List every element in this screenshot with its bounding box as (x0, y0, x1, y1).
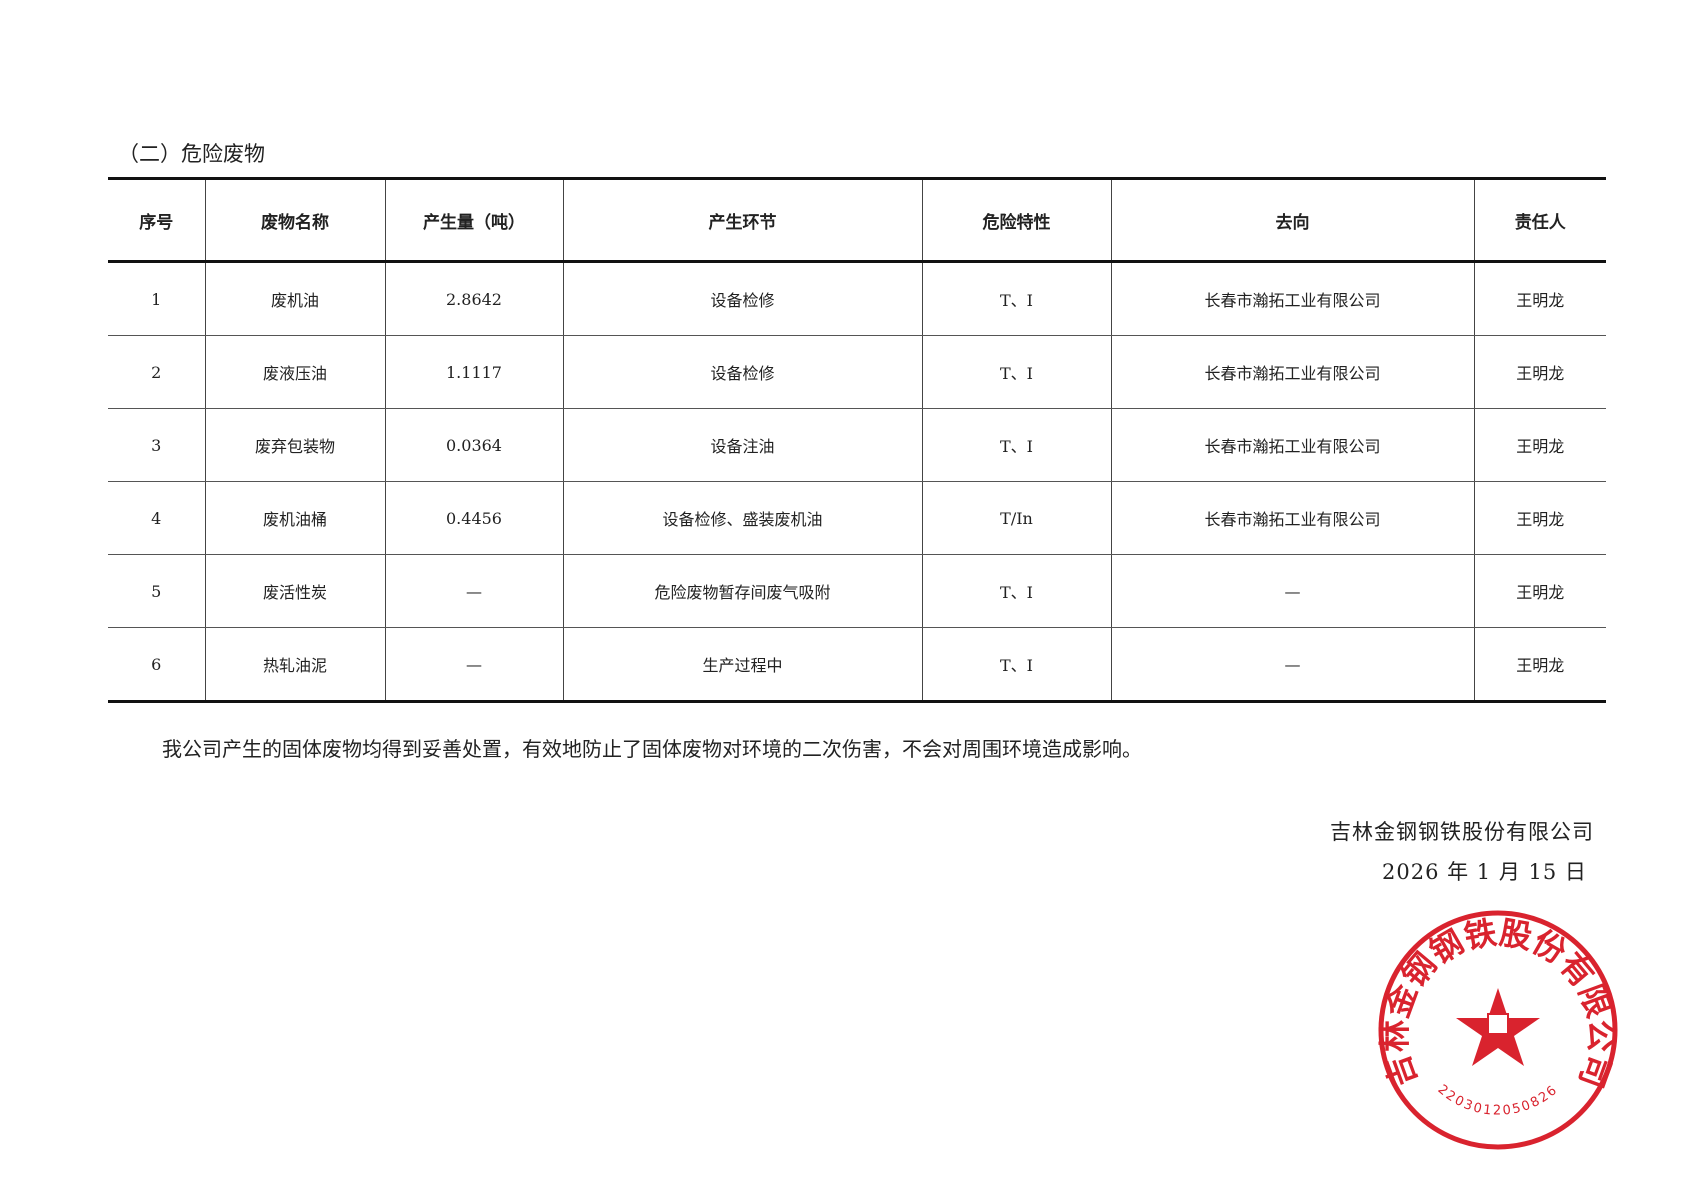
table-cell: 废机油 (204, 261, 385, 336)
table-cell: 王明龙 (1473, 261, 1606, 336)
table-cell: T、I (921, 554, 1111, 628)
table-row: 6 热轧油泥 — 生产过程中 T、I — 王明龙 (108, 627, 1606, 703)
table-cell: 2 (108, 335, 205, 409)
table-cell: 1.1117 (384, 335, 563, 409)
table-cell: 王明龙 (1473, 554, 1606, 628)
table-cell: 2.8642 (384, 261, 563, 336)
table-header-row: 序号 废物名称 产生量（吨） 产生环节 危险特性 去向 责任人 (108, 177, 1606, 263)
table-cell: T/In (921, 481, 1111, 555)
table-cell: 3 (108, 408, 205, 482)
table-cell: 王明龙 (1473, 335, 1606, 409)
table-cell: 1 (108, 261, 205, 336)
table-cell: 长春市瀚拓工业有限公司 (1110, 335, 1474, 409)
table-row: 2 废液压油 1.1117 设备检修 T、I 长春市瀚拓工业有限公司 王明龙 (108, 335, 1606, 409)
company-seal: 吉林金钢钢铁股份有限公司 2203012050826 (1376, 910, 1620, 1150)
seal-code: 2203012050826 (1435, 1082, 1562, 1119)
table-cell: — (1110, 627, 1474, 703)
table-cell: T、I (921, 627, 1111, 703)
table-cell: 废液压油 (204, 335, 385, 409)
table-cell: 设备检修、盛装废机油 (562, 481, 922, 555)
column-header: 产生环节 (562, 177, 922, 263)
table-cell: — (384, 554, 563, 628)
table-row: 5 废活性炭 — 危险废物暂存间废气吸附 T、I — 王明龙 (108, 554, 1606, 628)
table-body: 1 废机油 2.8642 设备检修 T、I 长春市瀚拓工业有限公司 王明龙 2 废液压油 1.11… (108, 261, 1606, 703)
table-cell: 热轧油泥 (204, 627, 385, 703)
table-cell: 0.4456 (384, 481, 563, 555)
table-cell: 长春市瀚拓工业有限公司 (1110, 408, 1474, 482)
table-cell: 长春市瀚拓工业有限公司 (1110, 481, 1474, 555)
column-header: 产生量（吨） (384, 177, 563, 263)
table-cell: — (1110, 554, 1474, 628)
signature-date: 2026 年 1 月 15 日 (1382, 860, 1587, 884)
table-cell: 废弃包装物 (204, 408, 385, 482)
table-cell: T、I (921, 261, 1111, 336)
table-cell: 危险废物暂存间废气吸附 (562, 554, 922, 628)
table-cell: 0.0364 (384, 408, 563, 482)
table-row: 4 废机油桶 0.4456 设备检修、盛装废机油 T/In 长春市瀚拓工业有限公司 王明龙 (108, 481, 1606, 555)
table-row: 3 废弃包装物 0.0364 设备注油 T、I 长春市瀚拓工业有限公司 王明龙 (108, 408, 1606, 482)
column-header: 责任人 (1473, 177, 1606, 263)
seal-ring (1378, 910, 1618, 1150)
column-header: 废物名称 (204, 177, 385, 263)
table-cell: 4 (108, 481, 205, 555)
table-row: 1 废机油 2.8642 设备检修 T、I 长春市瀚拓工业有限公司 王明龙 (108, 261, 1606, 336)
qr-code-icon (1487, 1013, 1509, 1035)
table-cell: 王明龙 (1473, 481, 1606, 555)
section-title: （二）危险废物 (118, 142, 265, 166)
table-cell: T、I (921, 408, 1111, 482)
table-cell: 废机油桶 (204, 481, 385, 555)
table-cell: 废活性炭 (204, 554, 385, 628)
column-header: 危险特性 (921, 177, 1111, 263)
table-cell: — (384, 627, 563, 703)
table-cell: 生产过程中 (562, 627, 922, 703)
signature-company: 吉林金钢钢铁股份有限公司 (1330, 820, 1594, 844)
table-cell: 王明龙 (1473, 408, 1606, 482)
table-cell: 6 (108, 627, 205, 703)
table-cell: 设备检修 (562, 261, 922, 336)
table-cell: 设备检修 (562, 335, 922, 409)
statement: 我公司产生的固体废物均得到妥善处置，有效地防止了固体废物对环境的二次伤害，不会对… (162, 737, 1142, 761)
table-cell: 设备注油 (562, 408, 922, 482)
table-cell: 5 (108, 554, 205, 628)
column-header: 去向 (1110, 177, 1474, 263)
column-header: 序号 (108, 177, 205, 263)
table-cell: T、I (921, 335, 1111, 409)
table-cell: 王明龙 (1473, 627, 1606, 703)
hazardous-waste-table: 序号 废物名称 产生量（吨） 产生环节 危险特性 去向 责任人 1 废机油 2.8642 设备检修… (108, 177, 1606, 703)
table-cell: 长春市瀚拓工业有限公司 (1110, 261, 1474, 336)
